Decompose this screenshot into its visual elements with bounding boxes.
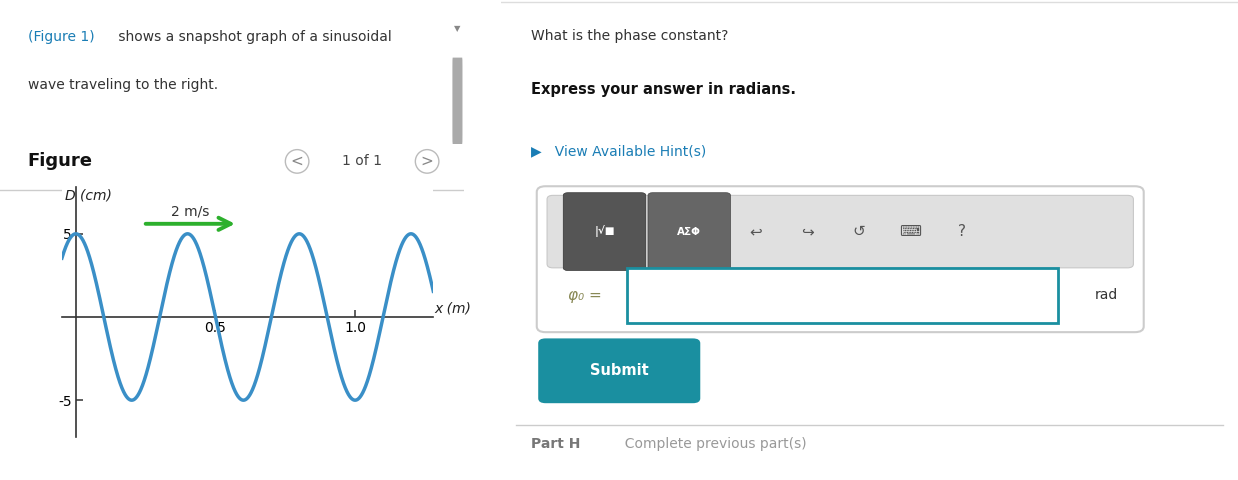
FancyBboxPatch shape xyxy=(452,58,463,144)
FancyBboxPatch shape xyxy=(537,186,1144,332)
Text: ?: ? xyxy=(958,224,966,239)
Text: 2 m/s: 2 m/s xyxy=(171,204,209,218)
Text: Part H: Part H xyxy=(531,437,581,451)
FancyBboxPatch shape xyxy=(539,338,701,403)
Text: Complete previous part(s): Complete previous part(s) xyxy=(615,437,806,451)
Text: ↺: ↺ xyxy=(852,224,865,239)
Text: ▶   View Available Hint(s): ▶ View Available Hint(s) xyxy=(531,144,706,158)
Text: D (cm): D (cm) xyxy=(66,189,113,203)
Text: 1 of 1: 1 of 1 xyxy=(342,155,383,168)
Text: Submit: Submit xyxy=(589,363,649,378)
Text: ↩: ↩ xyxy=(749,224,761,239)
Text: >: > xyxy=(421,154,433,169)
Text: <: < xyxy=(291,154,303,169)
FancyBboxPatch shape xyxy=(626,268,1057,323)
FancyBboxPatch shape xyxy=(563,192,646,270)
Text: ↪: ↪ xyxy=(801,224,813,239)
Text: What is the phase constant?: What is the phase constant? xyxy=(531,29,728,43)
Text: Express your answer in radians.: Express your answer in radians. xyxy=(531,82,796,96)
Text: shows a snapshot graph of a sinusoidal: shows a snapshot graph of a sinusoidal xyxy=(114,30,391,44)
Text: x (m): x (m) xyxy=(435,301,472,316)
Text: (Figure 1): (Figure 1) xyxy=(28,30,94,44)
FancyBboxPatch shape xyxy=(547,195,1134,268)
Text: wave traveling to the right.: wave traveling to the right. xyxy=(28,78,218,92)
Text: ⌨: ⌨ xyxy=(899,224,921,239)
Text: φ₀ =: φ₀ = xyxy=(568,288,602,303)
FancyBboxPatch shape xyxy=(647,192,730,270)
Text: ▼: ▼ xyxy=(454,24,461,33)
Text: ΑΣΦ: ΑΣΦ xyxy=(677,227,701,237)
Text: |√■: |√■ xyxy=(594,226,615,238)
Text: Figure: Figure xyxy=(28,153,93,170)
Text: rad: rad xyxy=(1094,288,1118,302)
